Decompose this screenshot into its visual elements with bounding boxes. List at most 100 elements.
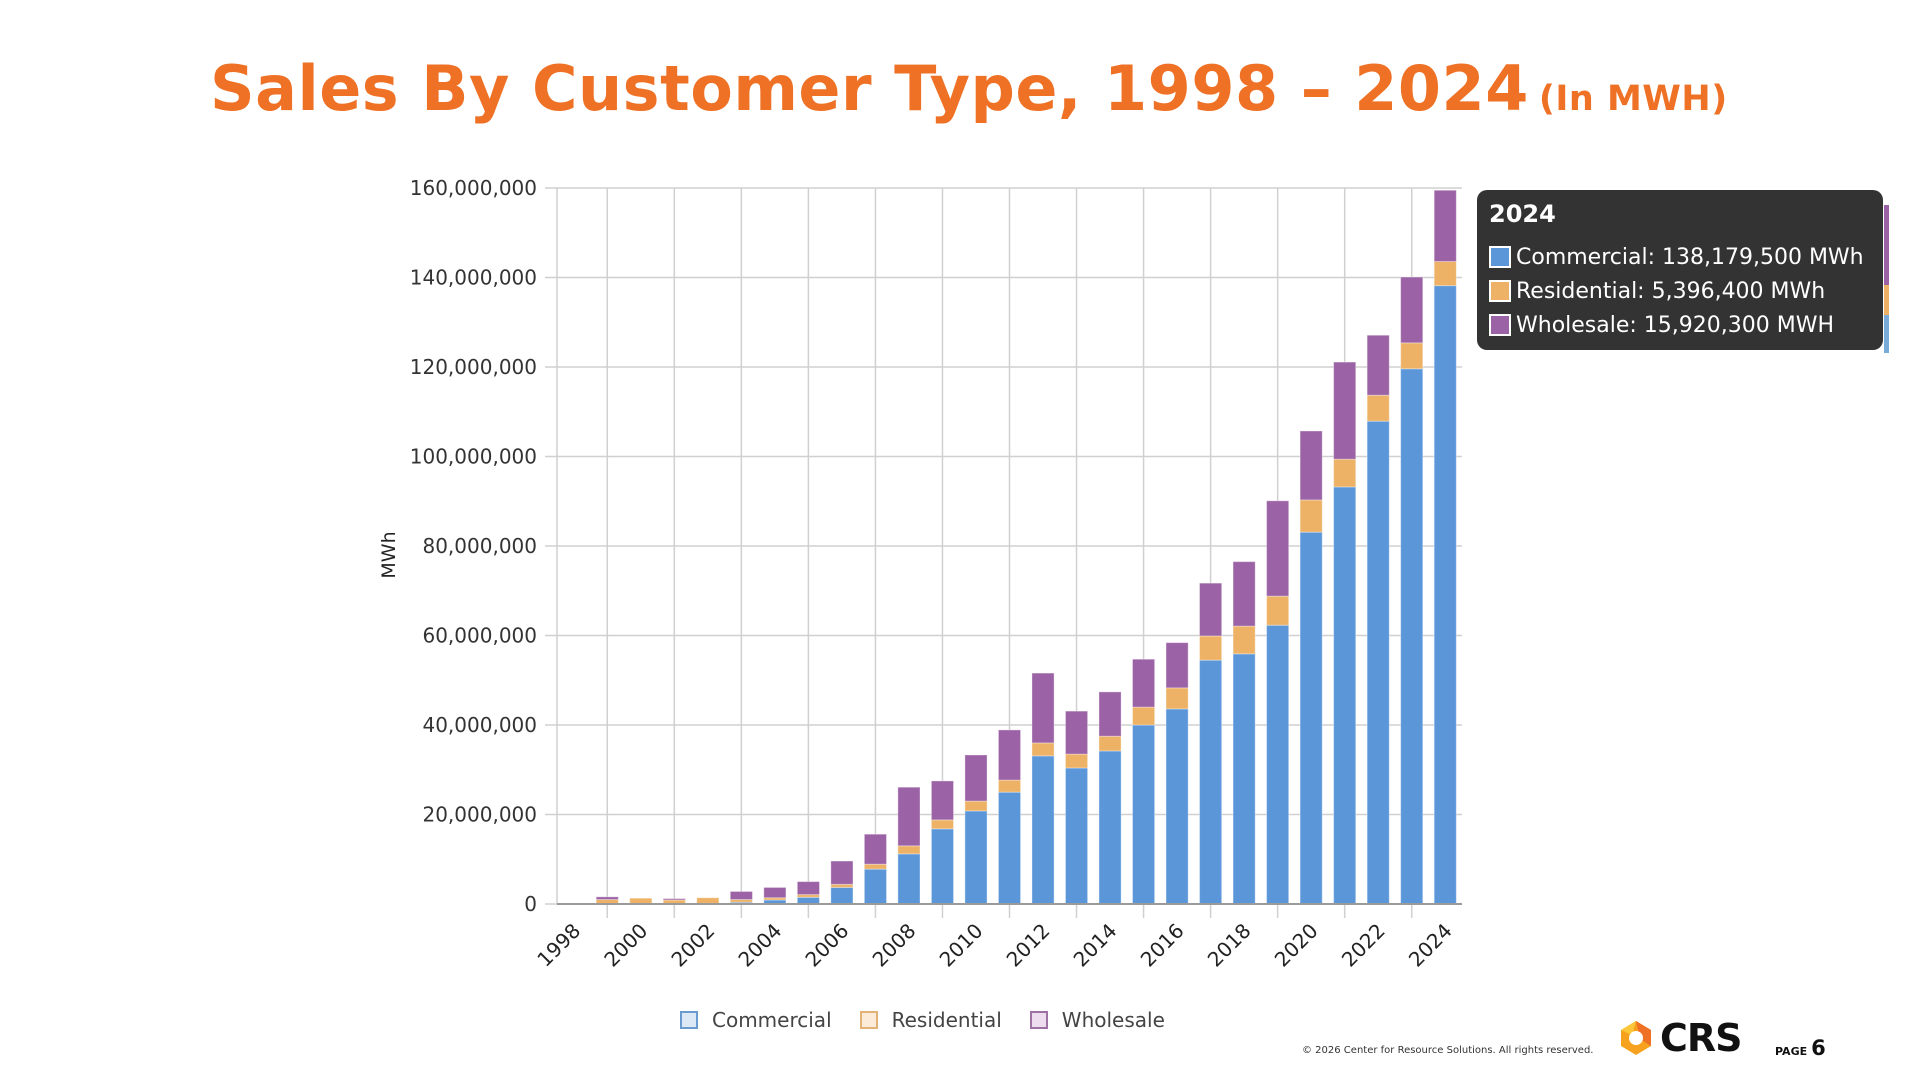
bar-wholesale-2013[interactable] — [1064, 710, 1089, 755]
bar-commercial-2023[interactable] — [1400, 368, 1424, 905]
bar-stack-1999[interactable] — [595, 896, 619, 905]
bar-wholesale-2021[interactable] — [1333, 361, 1357, 460]
residential-swatch-icon — [1489, 280, 1511, 302]
bar-stack-2018[interactable] — [1232, 561, 1256, 905]
bar-wholesale-2024[interactable] — [1433, 189, 1457, 262]
bar-commercial-2021[interactable] — [1333, 486, 1357, 905]
bar-commercial-2017[interactable] — [1199, 659, 1223, 905]
residential-legend-swatch-icon — [859, 1011, 878, 1029]
bar-stack-2004[interactable] — [763, 886, 787, 905]
bar-stack-2010[interactable] — [964, 754, 988, 905]
bar-wholesale-2007[interactable] — [863, 833, 887, 865]
bar-stack-2012[interactable] — [1031, 672, 1055, 905]
bar-commercial-2011[interactable] — [997, 791, 1022, 905]
bar-wholesale-2008[interactable] — [897, 786, 921, 847]
bar-wholesale-2015[interactable] — [1132, 658, 1156, 708]
bar-residential-2007[interactable] — [863, 863, 887, 870]
bar-commercial-2022[interactable] — [1366, 420, 1390, 905]
bar-wholesale-2004[interactable] — [763, 886, 787, 899]
bar-stack-2020[interactable] — [1299, 430, 1323, 905]
bar-commercial-2018[interactable] — [1232, 653, 1256, 905]
bar-commercial-2015[interactable] — [1132, 724, 1156, 905]
bar-wholesale-2011[interactable] — [997, 729, 1022, 781]
copyright-footer: © 2026 Center for Resource Solutions. Al… — [1302, 1045, 1594, 1056]
bar-wholesale-2022[interactable] — [1366, 334, 1390, 396]
bar-residential-2021[interactable] — [1333, 458, 1357, 488]
bar-residential-2013[interactable] — [1064, 753, 1089, 769]
bar-commercial-2009[interactable] — [930, 828, 955, 905]
bar-stack-2016[interactable] — [1165, 642, 1189, 905]
bar-commercial-2005[interactable] — [796, 896, 820, 905]
bar-residential-2024[interactable] — [1433, 260, 1457, 287]
bar-stack-2006[interactable] — [830, 860, 854, 905]
bar-wholesale-2018[interactable] — [1232, 561, 1256, 627]
bar-commercial-2014[interactable] — [1098, 750, 1122, 905]
bar-wholesale-2014[interactable] — [1098, 691, 1122, 737]
bar-residential-2016[interactable] — [1165, 687, 1189, 710]
tooltip-year: 2024 — [1489, 200, 1556, 228]
bar-wholesale-1999[interactable] — [595, 896, 619, 901]
bar-wholesale-2005[interactable] — [796, 881, 820, 896]
bar-commercial-2008[interactable] — [897, 853, 921, 905]
page-number: 6 — [1811, 1036, 1826, 1060]
bar-wholesale-2009[interactable] — [930, 780, 955, 821]
x-tick-label: 2014 — [1069, 919, 1122, 972]
bar-residential-2009[interactable] — [930, 819, 955, 830]
bar-residential-2008[interactable] — [897, 845, 921, 855]
bar-wholesale-2020[interactable] — [1299, 430, 1323, 501]
bar-stack-2021[interactable] — [1333, 361, 1357, 905]
bar-stack-2008[interactable] — [897, 786, 921, 905]
bar-commercial-2006[interactable] — [830, 886, 854, 905]
bar-commercial-2024[interactable] — [1433, 285, 1457, 905]
bar-commercial-2019[interactable] — [1266, 624, 1290, 905]
bar-residential-2003[interactable] — [729, 899, 753, 903]
bar-wholesale-2001[interactable] — [662, 898, 686, 901]
bar-commercial-2012[interactable] — [1031, 755, 1055, 905]
legend-item-commercial[interactable]: Commercial — [680, 1008, 832, 1032]
bar-commercial-2016[interactable] — [1165, 708, 1189, 905]
y-tick-label: 80,000,000 — [422, 534, 537, 558]
bar-wholesale-2023[interactable] — [1400, 276, 1424, 344]
bar-residential-2017[interactable] — [1199, 635, 1223, 661]
bar-wholesale-2003[interactable] — [729, 890, 753, 901]
bar-commercial-2013[interactable] — [1064, 767, 1089, 905]
bar-stack-2013[interactable] — [1064, 710, 1089, 905]
bar-wholesale-2012[interactable] — [1031, 672, 1055, 744]
bar-stack-2015[interactable] — [1132, 658, 1156, 905]
bar-wholesale-2017[interactable] — [1199, 582, 1223, 637]
bar-stack-2007[interactable] — [863, 833, 887, 905]
bar-residential-2022[interactable] — [1366, 394, 1390, 422]
bar-commercial-2020[interactable] — [1299, 531, 1323, 905]
legend-label-wholesale: Wholesale — [1061, 1008, 1165, 1032]
bar-stack-2023[interactable] — [1400, 276, 1424, 905]
bar-stack-2011[interactable] — [997, 729, 1022, 905]
bar-residential-2018[interactable] — [1232, 625, 1256, 655]
bar-wholesale-2016[interactable] — [1165, 642, 1189, 689]
legend-item-wholesale[interactable]: Wholesale — [1029, 1008, 1165, 1032]
title-unit: (In MWH) — [1538, 79, 1728, 119]
bar-residential-2019[interactable] — [1266, 595, 1290, 626]
bar-stack-2014[interactable] — [1098, 691, 1122, 905]
legend-item-residential[interactable]: Residential — [859, 1008, 1002, 1032]
bar-residential-2023[interactable] — [1400, 342, 1424, 370]
bar-commercial-2007[interactable] — [863, 868, 887, 905]
bar-stack-2024[interactable] — [1433, 189, 1457, 905]
bar-stack-2009[interactable] — [930, 780, 955, 905]
bar-stack-2003[interactable] — [729, 890, 753, 905]
bar-stack-2017[interactable] — [1199, 582, 1223, 905]
bar-residential-2020[interactable] — [1299, 499, 1323, 533]
bar-wholesale-2006[interactable] — [830, 860, 854, 885]
bar-stack-2022[interactable] — [1366, 334, 1390, 905]
x-tick-label: 2010 — [935, 919, 988, 972]
bar-stack-2005[interactable] — [796, 881, 820, 905]
bar-wholesale-2010[interactable] — [964, 754, 988, 802]
bar-residential-2011[interactable] — [997, 779, 1022, 793]
x-tick-label: 2006 — [800, 919, 853, 972]
bar-wholesale-2019[interactable] — [1266, 500, 1290, 597]
bar-stack-2019[interactable] — [1266, 500, 1290, 905]
bar-residential-2014[interactable] — [1098, 735, 1122, 752]
bar-commercial-2010[interactable] — [964, 810, 988, 905]
bar-residential-2012[interactable] — [1031, 742, 1055, 757]
bar-residential-2015[interactable] — [1132, 706, 1156, 726]
bar-residential-2010[interactable] — [964, 800, 988, 812]
